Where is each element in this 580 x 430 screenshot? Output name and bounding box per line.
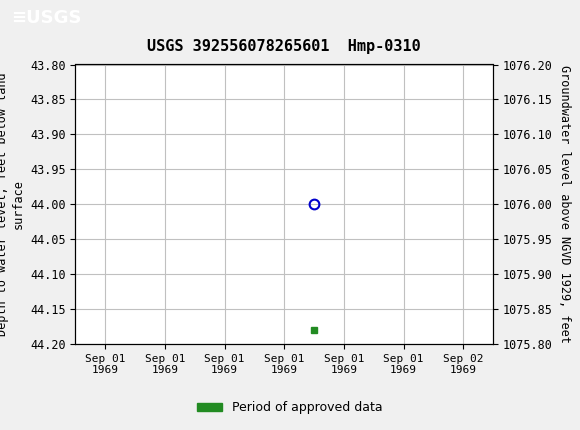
Legend: Period of approved data: Period of approved data <box>192 396 388 419</box>
Y-axis label: Groundwater level above NGVD 1929, feet: Groundwater level above NGVD 1929, feet <box>558 65 571 343</box>
Text: ≡USGS: ≡USGS <box>12 9 82 27</box>
Title: USGS 392556078265601  Hmp-0310: USGS 392556078265601 Hmp-0310 <box>147 39 421 54</box>
Y-axis label: Depth to water level, feet below land
surface: Depth to water level, feet below land su… <box>0 72 24 336</box>
